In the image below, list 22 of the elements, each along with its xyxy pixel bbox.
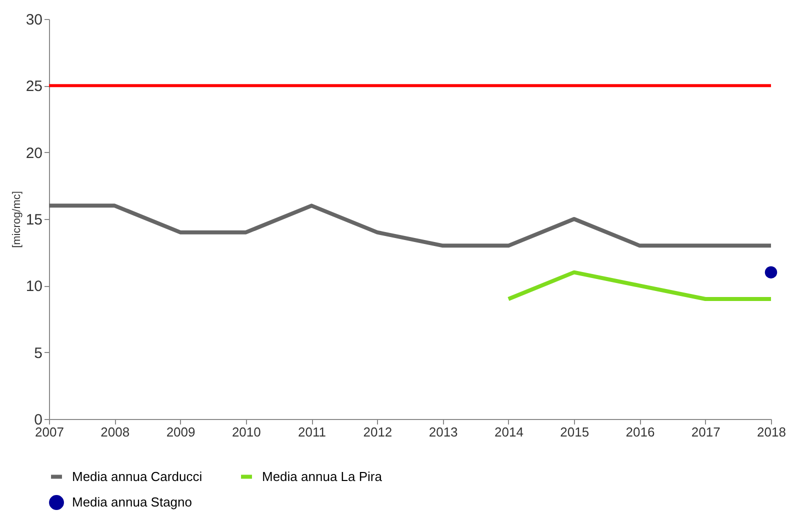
x-tick-label: 2009	[166, 424, 196, 440]
y-tick-label: 20	[26, 144, 42, 162]
x-tick-label: 2012	[363, 424, 392, 440]
x-tick-label: 2017	[691, 424, 720, 440]
x-tick-label: 2011	[298, 424, 326, 440]
x-tick-label: 2014	[494, 424, 524, 440]
x-tick-label: 2015	[560, 424, 590, 440]
y-axis-title: [microg/mc]	[10, 191, 23, 248]
x-tick-label: 2013	[428, 424, 458, 440]
x-tick-label: 2010	[232, 424, 261, 440]
y-tick-label: 15	[26, 212, 42, 228]
y-tick-label: 10	[26, 278, 42, 296]
x-tick-label: 2008	[100, 424, 130, 440]
line-series	[47, 204, 773, 248]
x-tick-label: 2016	[626, 424, 655, 440]
y-tick-label: 5	[34, 344, 42, 362]
y-tick-label: 25	[26, 78, 42, 96]
y-tick-label: 30	[26, 12, 42, 28]
x-tick-label: 2018	[757, 424, 786, 440]
legend-label: Media annua La Pira	[262, 468, 383, 484]
legend-label: Media annua Stagno	[72, 494, 192, 510]
legend-label: Media annua Carducci	[72, 468, 202, 484]
